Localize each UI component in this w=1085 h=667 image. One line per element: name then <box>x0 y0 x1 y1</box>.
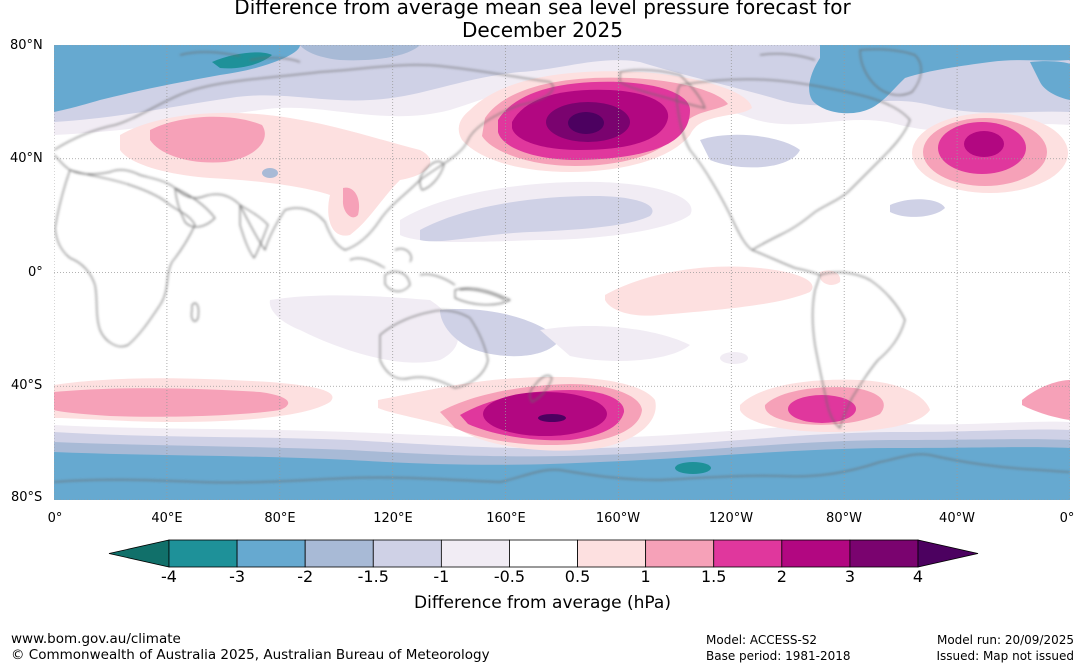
lon-label-80w: 80°W <box>826 511 862 526</box>
colorbar-swatch <box>509 539 578 568</box>
coastlines <box>54 48 1070 484</box>
lon-label-40w: 40°W <box>939 511 975 526</box>
satl-east-pink <box>1022 380 1070 420</box>
antarctica-coast <box>54 453 1070 484</box>
lon-label-0-end: 0° <box>1059 511 1075 526</box>
colorbar-swatch <box>168 539 238 568</box>
colorbar-swatch <box>645 539 715 568</box>
lon-label-0: 0° <box>47 511 63 526</box>
eurasia-pink <box>150 116 265 163</box>
lat-label-40n: 40°N <box>10 151 43 166</box>
indian-lav-pale <box>269 295 459 363</box>
colorbar-tick-label: 0.5 <box>564 567 591 586</box>
colorbar-tick-label: -2 <box>297 567 314 586</box>
arabia-coast <box>174 187 216 228</box>
south-band-blue <box>54 447 1070 500</box>
alaska-coast <box>619 69 706 109</box>
lat-label-eq: 0° <box>28 265 43 280</box>
namerica-lav <box>700 134 800 168</box>
colorbar-swatch <box>440 539 510 568</box>
footer-url: www.bom.gov.au/climate <box>11 631 181 647</box>
china-pink <box>342 187 360 218</box>
borneo-coast <box>384 271 411 292</box>
colorbar-tick-label: 3 <box>844 567 855 586</box>
colorbar-tick-label: 1.5 <box>700 567 727 586</box>
namerica-coast <box>676 78 911 251</box>
lat-label-40s: 40°S <box>11 378 43 393</box>
lat-label-80s: 80°S <box>11 490 43 505</box>
title-line-1: Difference from average mean sea level p… <box>234 0 851 19</box>
nz-coast <box>529 375 553 403</box>
map-title: Difference from average mean sea level p… <box>0 0 1085 42</box>
spac-small-pale <box>720 352 748 364</box>
colorbar-swatch <box>849 539 919 568</box>
spac-deep <box>483 392 607 436</box>
greenland-coast <box>859 48 922 96</box>
japan-coast <box>419 160 445 191</box>
colorbar-swatch <box>304 539 374 568</box>
lon-label-160w: 160°W <box>595 511 641 526</box>
epac-pale <box>605 266 813 316</box>
colorbar-tick-label: -4 <box>161 567 177 586</box>
footer-copyright: © Commonwealth of Australia 2025, Austra… <box>11 647 490 663</box>
arctic-band-midblue <box>300 45 420 61</box>
se-asia-islands <box>349 248 506 301</box>
madagascar-coast <box>191 302 199 322</box>
footer-model-run: Model run: 20/09/2025 <box>936 633 1074 647</box>
spac-lav-pale <box>540 325 690 361</box>
colorbar-tick-label: -0.5 <box>493 567 526 586</box>
aleutian-core <box>568 112 604 134</box>
arctic-teal <box>212 52 272 69</box>
colorbar-extend-high <box>917 539 979 568</box>
colorbar-swatch <box>781 539 851 568</box>
colorbar-swatch <box>236 539 306 568</box>
footer-model: Model: ACCESS-S2 <box>706 633 818 647</box>
lat-label-80n: 80°N <box>10 38 43 53</box>
npac-lav <box>420 195 653 242</box>
australia-coast <box>379 309 489 389</box>
india-coast <box>239 204 269 259</box>
lon-label-160e: 160°E <box>486 511 526 526</box>
colorbar-tick-label: 2 <box>776 567 787 586</box>
africa-coast <box>54 169 196 347</box>
lon-label-120w: 120°W <box>708 511 754 526</box>
graticule <box>54 45 1070 500</box>
colorbar-tick-label: 4 <box>912 567 924 586</box>
colorbar-swatch <box>372 539 442 568</box>
title-line-2: December 2025 <box>462 18 623 42</box>
lon-label-120e: 120°E <box>373 511 413 526</box>
lon-label-40e: 40°E <box>151 511 183 526</box>
colorbar-tick-label: -3 <box>229 567 246 586</box>
sio-pink <box>54 388 289 417</box>
atl-lav <box>890 199 945 217</box>
arctic-islands <box>179 51 816 63</box>
coralsea-lav <box>440 309 560 357</box>
eurasia-coast <box>54 64 554 251</box>
satl-magenta <box>788 395 856 423</box>
colorbar-swatch <box>577 539 647 568</box>
newguinea-coast <box>454 287 511 306</box>
arctic-band-blue-3 <box>1030 61 1070 100</box>
colorbar-label: Difference from average (hPa) <box>414 593 671 613</box>
colorbar-tick-label: -1 <box>433 567 450 586</box>
tibet-blue <box>262 168 278 178</box>
lon-label-80e: 80°E <box>264 511 296 526</box>
spac-core <box>538 414 566 422</box>
south-teal <box>675 462 711 474</box>
colorbar-tick-label: -1.5 <box>357 567 389 586</box>
footer-base-period: Base period: 1981-2018 <box>706 649 851 663</box>
samerica-coast <box>812 271 906 429</box>
colorbar-extend-low <box>108 539 170 568</box>
footer-issued: Issued: Map not issued <box>936 649 1074 663</box>
natl-deep <box>964 131 1004 157</box>
arctic-band-blue-2 <box>809 45 1070 114</box>
colorbar-tick-label: 1 <box>640 567 651 586</box>
colorbar-swatch <box>713 539 783 568</box>
